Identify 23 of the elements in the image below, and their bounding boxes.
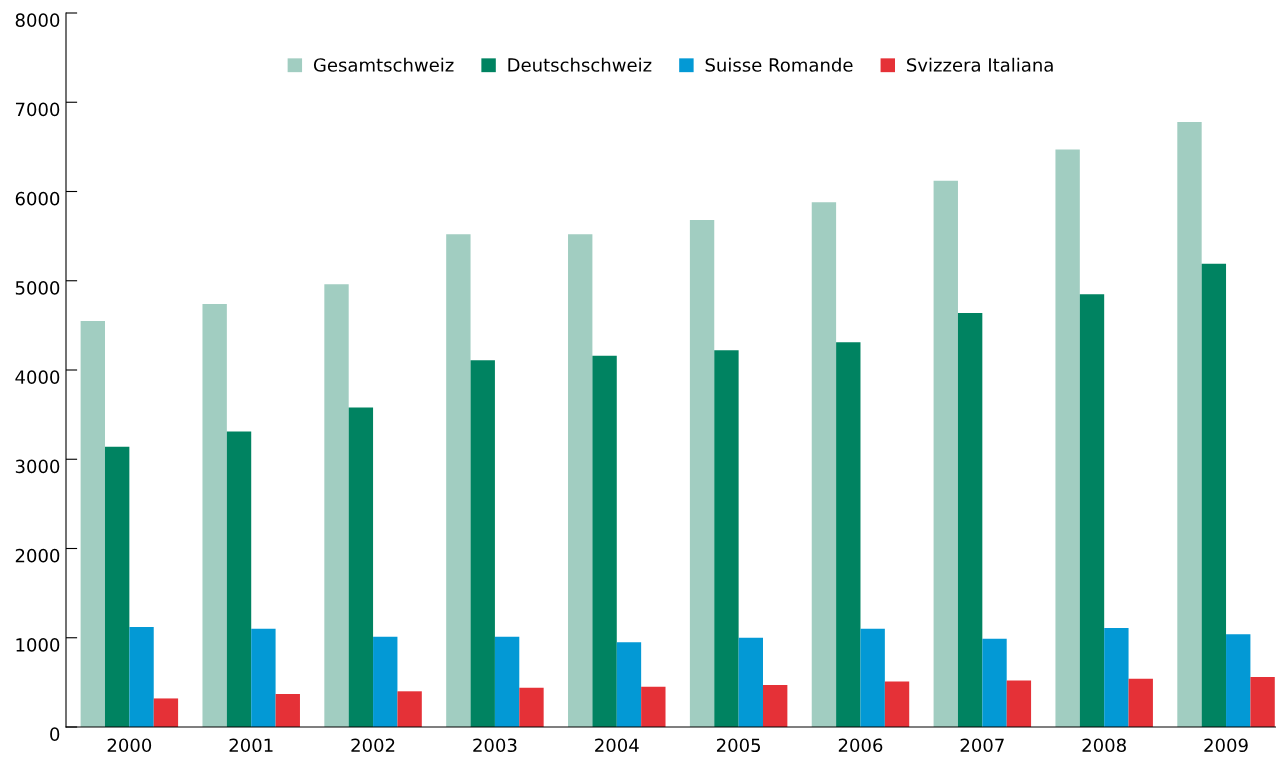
- x-tick-label: 2009: [1204, 738, 1248, 753]
- legend-label: Svizzera Italiana: [907, 57, 1053, 72]
- x-tick-label: 2002: [351, 738, 395, 753]
- y-tick-label: 5000: [15, 281, 60, 295]
- y-tick-label: 4000: [15, 370, 60, 384]
- x-tick-label: 2005: [716, 738, 761, 753]
- y-tick-label: 7000: [15, 102, 60, 117]
- y-tick-label: 8000: [15, 13, 60, 27]
- y-tick-label: 1000: [16, 638, 60, 652]
- legend-label: Suisse Romande: [705, 57, 853, 72]
- x-tick-label: 2007: [960, 738, 1004, 753]
- legend-label: Deutschschweiz: [508, 57, 652, 72]
- x-tick-label: 2003: [473, 738, 517, 753]
- x-tick-label: 2006: [838, 738, 883, 753]
- y-tick-label: 2000: [15, 548, 60, 563]
- x-tick-label: 2001: [229, 738, 273, 753]
- x-tick-label: 2008: [1082, 738, 1126, 753]
- x-tick-label: 2000: [107, 738, 152, 753]
- y-tick-label: 0: [50, 727, 60, 741]
- legend-label: Gesamtschweiz: [313, 57, 454, 72]
- y-tick-label: 6000: [15, 191, 60, 206]
- x-tick-label: 2004: [595, 738, 639, 753]
- y-tick-label: 3000: [15, 459, 60, 474]
